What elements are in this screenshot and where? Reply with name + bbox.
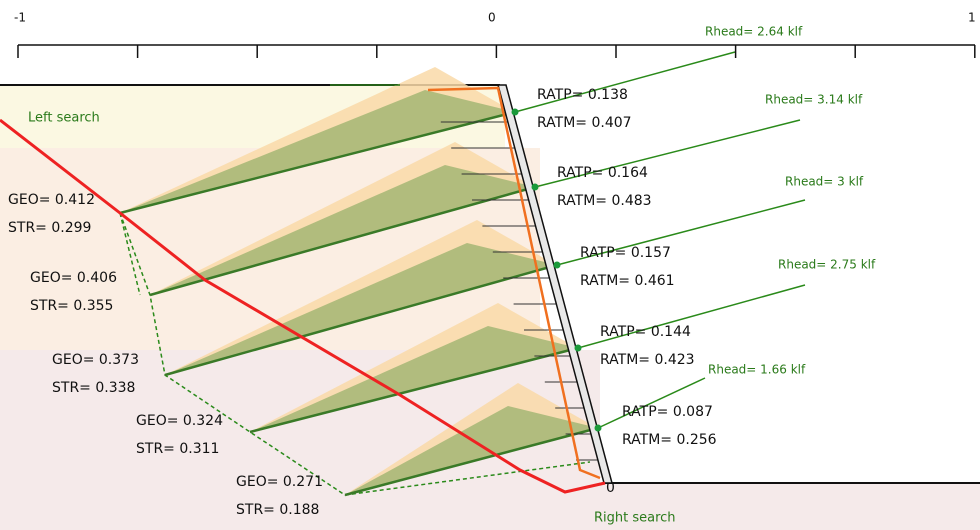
- str-label: STR= 0.299: [8, 220, 91, 236]
- rhead-label: Rhead= 3.14 klf: [765, 93, 863, 107]
- geo-label: GEO= 0.412: [8, 192, 95, 208]
- geo-label: GEO= 0.271: [236, 474, 323, 490]
- nail-head: [512, 109, 519, 116]
- geo-label: GEO= 0.373: [52, 352, 139, 368]
- nail-head: [595, 425, 602, 432]
- axis-label: 1: [968, 11, 976, 25]
- ratm-label: RATM= 0.423: [600, 352, 695, 368]
- geo-label: GEO= 0.406: [30, 270, 117, 286]
- ratp-label: RATP= 0.164: [557, 165, 648, 181]
- region-label: Left search: [28, 111, 100, 126]
- geo-label: GEO= 0.324: [136, 413, 223, 429]
- rhead-label: Rhead= 1.66 klf: [708, 363, 806, 377]
- str-label: STR= 0.188: [236, 502, 319, 518]
- ratm-label: RATM= 0.461: [580, 273, 675, 289]
- ratm-label: RATM= 0.483: [557, 193, 652, 209]
- rhead-label: Rhead= 2.64 klf: [705, 25, 803, 39]
- ratp-label: RATP= 0.138: [537, 87, 628, 103]
- str-label: STR= 0.338: [52, 380, 135, 396]
- rhead-label: Rhead= 3 klf: [785, 175, 864, 189]
- axis-label: 0: [488, 11, 496, 25]
- axis-label: -1: [14, 11, 26, 25]
- ratm-label: RATM= 0.256: [622, 432, 717, 448]
- nail-head: [532, 184, 539, 191]
- rhead-label: Rhead= 2.75 klf: [778, 258, 876, 272]
- nail-head: [554, 262, 561, 269]
- region-label: Right search: [594, 511, 676, 526]
- str-label: STR= 0.355: [30, 298, 113, 314]
- ratp-label: RATP= 0.144: [600, 324, 691, 340]
- diagram: -1 0 1 Left search Right search 0 Rhead=…: [0, 0, 980, 530]
- ratp-label: RATP= 0.087: [622, 404, 713, 420]
- str-label: STR= 0.311: [136, 441, 219, 457]
- force-arrow: [515, 52, 735, 112]
- ratm-label: RATM= 0.407: [537, 115, 632, 131]
- ratp-label: RATP= 0.157: [580, 245, 671, 261]
- nail-head: [575, 345, 582, 352]
- force-arrow: [598, 378, 705, 428]
